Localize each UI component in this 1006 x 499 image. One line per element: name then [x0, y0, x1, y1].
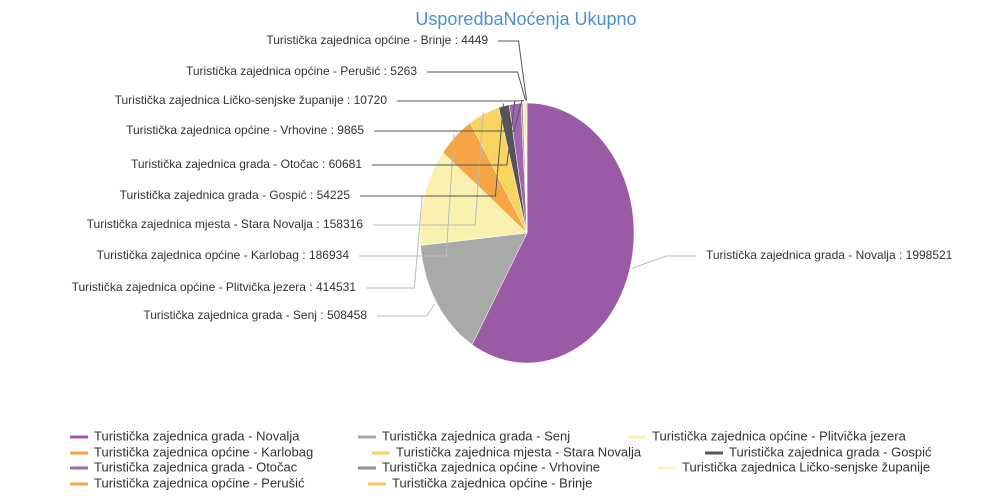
pie-slice	[525, 102, 528, 234]
legend-label: Turistička zajednica općine - Vrhovine	[382, 459, 600, 474]
legend-label: Turistička zajednica Ličko-senjske župan…	[682, 459, 930, 474]
data-label: Turistička zajednica općine - Perušić : …	[186, 64, 417, 78]
leader-line	[372, 101, 516, 166]
pie-slice	[471, 102, 635, 364]
leader-line	[498, 40, 528, 101]
leader-line	[427, 71, 527, 101]
data-label: Turistička zajednica općine - Plitvička …	[72, 280, 357, 294]
legend-label: Turistička zajednica grada - Otočac	[94, 459, 298, 474]
legend-label: Turistička zajednica grada - Gospić	[729, 444, 932, 459]
legend-label: Turistička zajednica mjesta - Stara Nova…	[396, 444, 642, 459]
leader-line	[374, 100, 523, 132]
data-label: Turistička zajednica grada - Gospić : 54…	[120, 188, 351, 202]
data-label: Turistička zajednica grada - Otočac : 60…	[131, 157, 362, 171]
pie-slice	[420, 232, 528, 345]
legend-label: Turistička zajednica općine - Plitvička …	[652, 428, 907, 443]
legend-label: Turistička zajednica grada - Senj	[382, 428, 570, 443]
leader-line	[360, 103, 504, 197]
legend-label: Turistička zajednica grada - Novalja	[94, 428, 300, 443]
legend-label: Turistička zajednica općine - Brinje	[392, 475, 592, 490]
leader-line	[377, 303, 436, 317]
legend-label: Turistička zajednica općine - Karlobag	[94, 444, 313, 459]
data-label: Turistička zajednica mjesta - Stara Nova…	[87, 217, 364, 231]
leader-line	[359, 134, 455, 257]
data-label: Turistička zajednica Ličko-senjske župan…	[115, 93, 388, 107]
leader-line	[373, 111, 484, 226]
data-label: Turistička zajednica općine - Brinje : 4…	[266, 33, 488, 47]
data-label: Turistička zajednica grada - Senj : 5084…	[143, 308, 367, 322]
leader-line	[632, 255, 696, 269]
leader-line	[366, 195, 423, 289]
data-label: Turistička zajednica općine - Vrhovine :…	[126, 123, 364, 137]
chart-title: UsporedbaNoćenja Ukupno	[415, 9, 636, 29]
data-label: Turistička zajednica grada - Novalja : 1…	[706, 248, 953, 262]
legend-label: Turistička zajednica općine - Perušić	[94, 475, 305, 490]
data-label: Turistička zajednica općine - Karlobag :…	[97, 248, 350, 262]
leader-line	[397, 99, 525, 102]
